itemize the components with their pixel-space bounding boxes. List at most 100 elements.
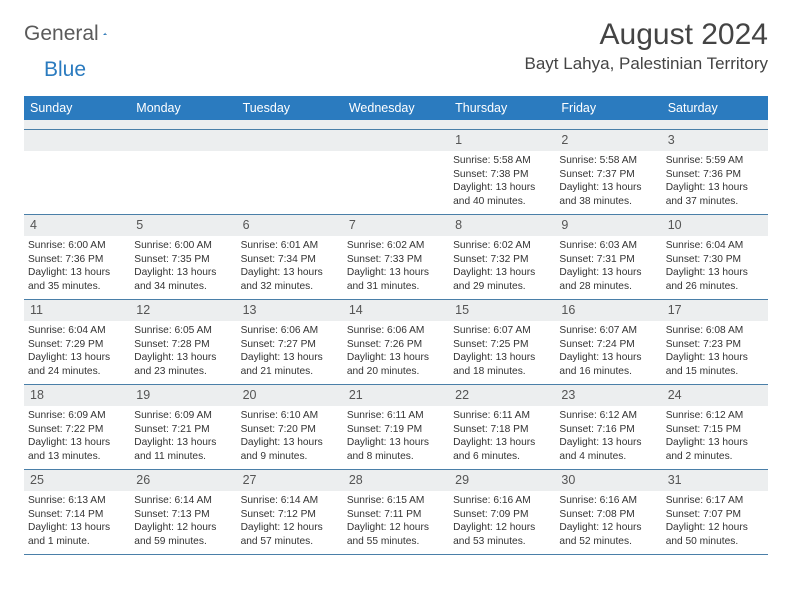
daylight-text: Daylight: 13 hours and 21 minutes. [241, 351, 339, 379]
sunset-text: Sunset: 7:08 PM [559, 508, 657, 522]
sunrise-text: Sunrise: 5:59 AM [666, 154, 764, 168]
day-number: 20 [237, 385, 343, 406]
daylight-text: Daylight: 13 hours and 26 minutes. [666, 266, 764, 294]
day-cell: 1Sunrise: 5:58 AMSunset: 7:38 PMDaylight… [449, 130, 555, 215]
day-number: 19 [130, 385, 236, 406]
weeks-container: 1Sunrise: 5:58 AMSunset: 7:38 PMDaylight… [24, 130, 768, 555]
daylight-text: Daylight: 13 hours and 29 minutes. [453, 266, 551, 294]
weekday-monday: Monday [130, 96, 236, 120]
sunrise-text: Sunrise: 6:09 AM [28, 409, 126, 423]
day-number [130, 130, 236, 151]
day-number: 31 [662, 470, 768, 491]
weekday-wednesday: Wednesday [343, 96, 449, 120]
day-cell: 17Sunrise: 6:08 AMSunset: 7:23 PMDayligh… [662, 300, 768, 385]
week-row: 18Sunrise: 6:09 AMSunset: 7:22 PMDayligh… [24, 385, 768, 470]
daylight-text: Daylight: 13 hours and 40 minutes. [453, 181, 551, 209]
day-body: Sunrise: 6:04 AMSunset: 7:30 PMDaylight:… [662, 236, 768, 298]
sunset-text: Sunset: 7:13 PM [134, 508, 232, 522]
spacer-row [24, 120, 768, 130]
day-number: 30 [555, 470, 661, 491]
day-cell: 21Sunrise: 6:11 AMSunset: 7:19 PMDayligh… [343, 385, 449, 470]
sunset-text: Sunset: 7:22 PM [28, 423, 126, 437]
weekday-friday: Friday [555, 96, 661, 120]
day-cell [130, 130, 236, 215]
daylight-text: Daylight: 13 hours and 18 minutes. [453, 351, 551, 379]
sunrise-text: Sunrise: 6:12 AM [559, 409, 657, 423]
daylight-text: Daylight: 13 hours and 4 minutes. [559, 436, 657, 464]
day-number: 26 [130, 470, 236, 491]
sunrise-text: Sunrise: 5:58 AM [559, 154, 657, 168]
day-number: 11 [24, 300, 130, 321]
sunset-text: Sunset: 7:27 PM [241, 338, 339, 352]
title-block: August 2024 Bayt Lahya, Palestinian Terr… [525, 18, 768, 74]
day-number [237, 130, 343, 151]
sunset-text: Sunset: 7:30 PM [666, 253, 764, 267]
day-cell: 25Sunrise: 6:13 AMSunset: 7:14 PMDayligh… [24, 470, 130, 555]
sunset-text: Sunset: 7:18 PM [453, 423, 551, 437]
day-cell: 7Sunrise: 6:02 AMSunset: 7:33 PMDaylight… [343, 215, 449, 300]
daylight-text: Daylight: 13 hours and 34 minutes. [134, 266, 232, 294]
day-body: Sunrise: 6:06 AMSunset: 7:26 PMDaylight:… [343, 321, 449, 383]
day-cell: 28Sunrise: 6:15 AMSunset: 7:11 PMDayligh… [343, 470, 449, 555]
logo-text-general: General [24, 22, 99, 46]
day-number [24, 130, 130, 151]
day-body: Sunrise: 6:10 AMSunset: 7:20 PMDaylight:… [237, 406, 343, 468]
sunrise-text: Sunrise: 6:00 AM [28, 239, 126, 253]
sunset-text: Sunset: 7:32 PM [453, 253, 551, 267]
sunrise-text: Sunrise: 6:10 AM [241, 409, 339, 423]
day-number: 1 [449, 130, 555, 151]
day-body: Sunrise: 6:04 AMSunset: 7:29 PMDaylight:… [24, 321, 130, 383]
day-number: 22 [449, 385, 555, 406]
day-number: 29 [449, 470, 555, 491]
week-row: 4Sunrise: 6:00 AMSunset: 7:36 PMDaylight… [24, 215, 768, 300]
day-number: 24 [662, 385, 768, 406]
day-cell: 26Sunrise: 6:14 AMSunset: 7:13 PMDayligh… [130, 470, 236, 555]
daylight-text: Daylight: 13 hours and 13 minutes. [28, 436, 126, 464]
day-cell [343, 130, 449, 215]
sunset-text: Sunset: 7:25 PM [453, 338, 551, 352]
day-body [130, 151, 236, 158]
day-cell: 19Sunrise: 6:09 AMSunset: 7:21 PMDayligh… [130, 385, 236, 470]
sunrise-text: Sunrise: 6:06 AM [347, 324, 445, 338]
day-cell: 4Sunrise: 6:00 AMSunset: 7:36 PMDaylight… [24, 215, 130, 300]
sunrise-text: Sunrise: 6:11 AM [453, 409, 551, 423]
day-body: Sunrise: 6:16 AMSunset: 7:09 PMDaylight:… [449, 491, 555, 553]
day-cell: 8Sunrise: 6:02 AMSunset: 7:32 PMDaylight… [449, 215, 555, 300]
daylight-text: Daylight: 13 hours and 37 minutes. [666, 181, 764, 209]
weekday-saturday: Saturday [662, 96, 768, 120]
sunset-text: Sunset: 7:33 PM [347, 253, 445, 267]
day-number: 4 [24, 215, 130, 236]
day-body: Sunrise: 6:08 AMSunset: 7:23 PMDaylight:… [662, 321, 768, 383]
day-body: Sunrise: 5:58 AMSunset: 7:38 PMDaylight:… [449, 151, 555, 213]
day-cell: 18Sunrise: 6:09 AMSunset: 7:22 PMDayligh… [24, 385, 130, 470]
daylight-text: Daylight: 13 hours and 11 minutes. [134, 436, 232, 464]
day-cell: 30Sunrise: 6:16 AMSunset: 7:08 PMDayligh… [555, 470, 661, 555]
day-body: Sunrise: 6:11 AMSunset: 7:18 PMDaylight:… [449, 406, 555, 468]
day-number: 28 [343, 470, 449, 491]
day-number: 6 [237, 215, 343, 236]
sunrise-text: Sunrise: 6:06 AM [241, 324, 339, 338]
day-number: 7 [343, 215, 449, 236]
sunrise-text: Sunrise: 6:00 AM [134, 239, 232, 253]
sunset-text: Sunset: 7:38 PM [453, 168, 551, 182]
sunrise-text: Sunrise: 6:05 AM [134, 324, 232, 338]
title-month: August 2024 [525, 18, 768, 52]
calendar: SundayMondayTuesdayWednesdayThursdayFrid… [24, 96, 768, 555]
day-number: 14 [343, 300, 449, 321]
day-body: Sunrise: 6:03 AMSunset: 7:31 PMDaylight:… [555, 236, 661, 298]
daylight-text: Daylight: 12 hours and 59 minutes. [134, 521, 232, 549]
day-number: 27 [237, 470, 343, 491]
daylight-text: Daylight: 12 hours and 52 minutes. [559, 521, 657, 549]
sunset-text: Sunset: 7:26 PM [347, 338, 445, 352]
logo-sail-icon [103, 26, 107, 42]
weekday-sunday: Sunday [24, 96, 130, 120]
day-number: 9 [555, 215, 661, 236]
day-body: Sunrise: 6:14 AMSunset: 7:12 PMDaylight:… [237, 491, 343, 553]
sunrise-text: Sunrise: 6:11 AM [347, 409, 445, 423]
day-body: Sunrise: 6:02 AMSunset: 7:33 PMDaylight:… [343, 236, 449, 298]
daylight-text: Daylight: 13 hours and 15 minutes. [666, 351, 764, 379]
daylight-text: Daylight: 13 hours and 28 minutes. [559, 266, 657, 294]
day-number: 12 [130, 300, 236, 321]
sunset-text: Sunset: 7:35 PM [134, 253, 232, 267]
sunrise-text: Sunrise: 6:02 AM [347, 239, 445, 253]
